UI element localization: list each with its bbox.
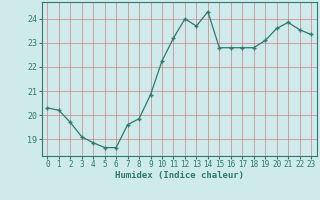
X-axis label: Humidex (Indice chaleur): Humidex (Indice chaleur): [115, 171, 244, 180]
